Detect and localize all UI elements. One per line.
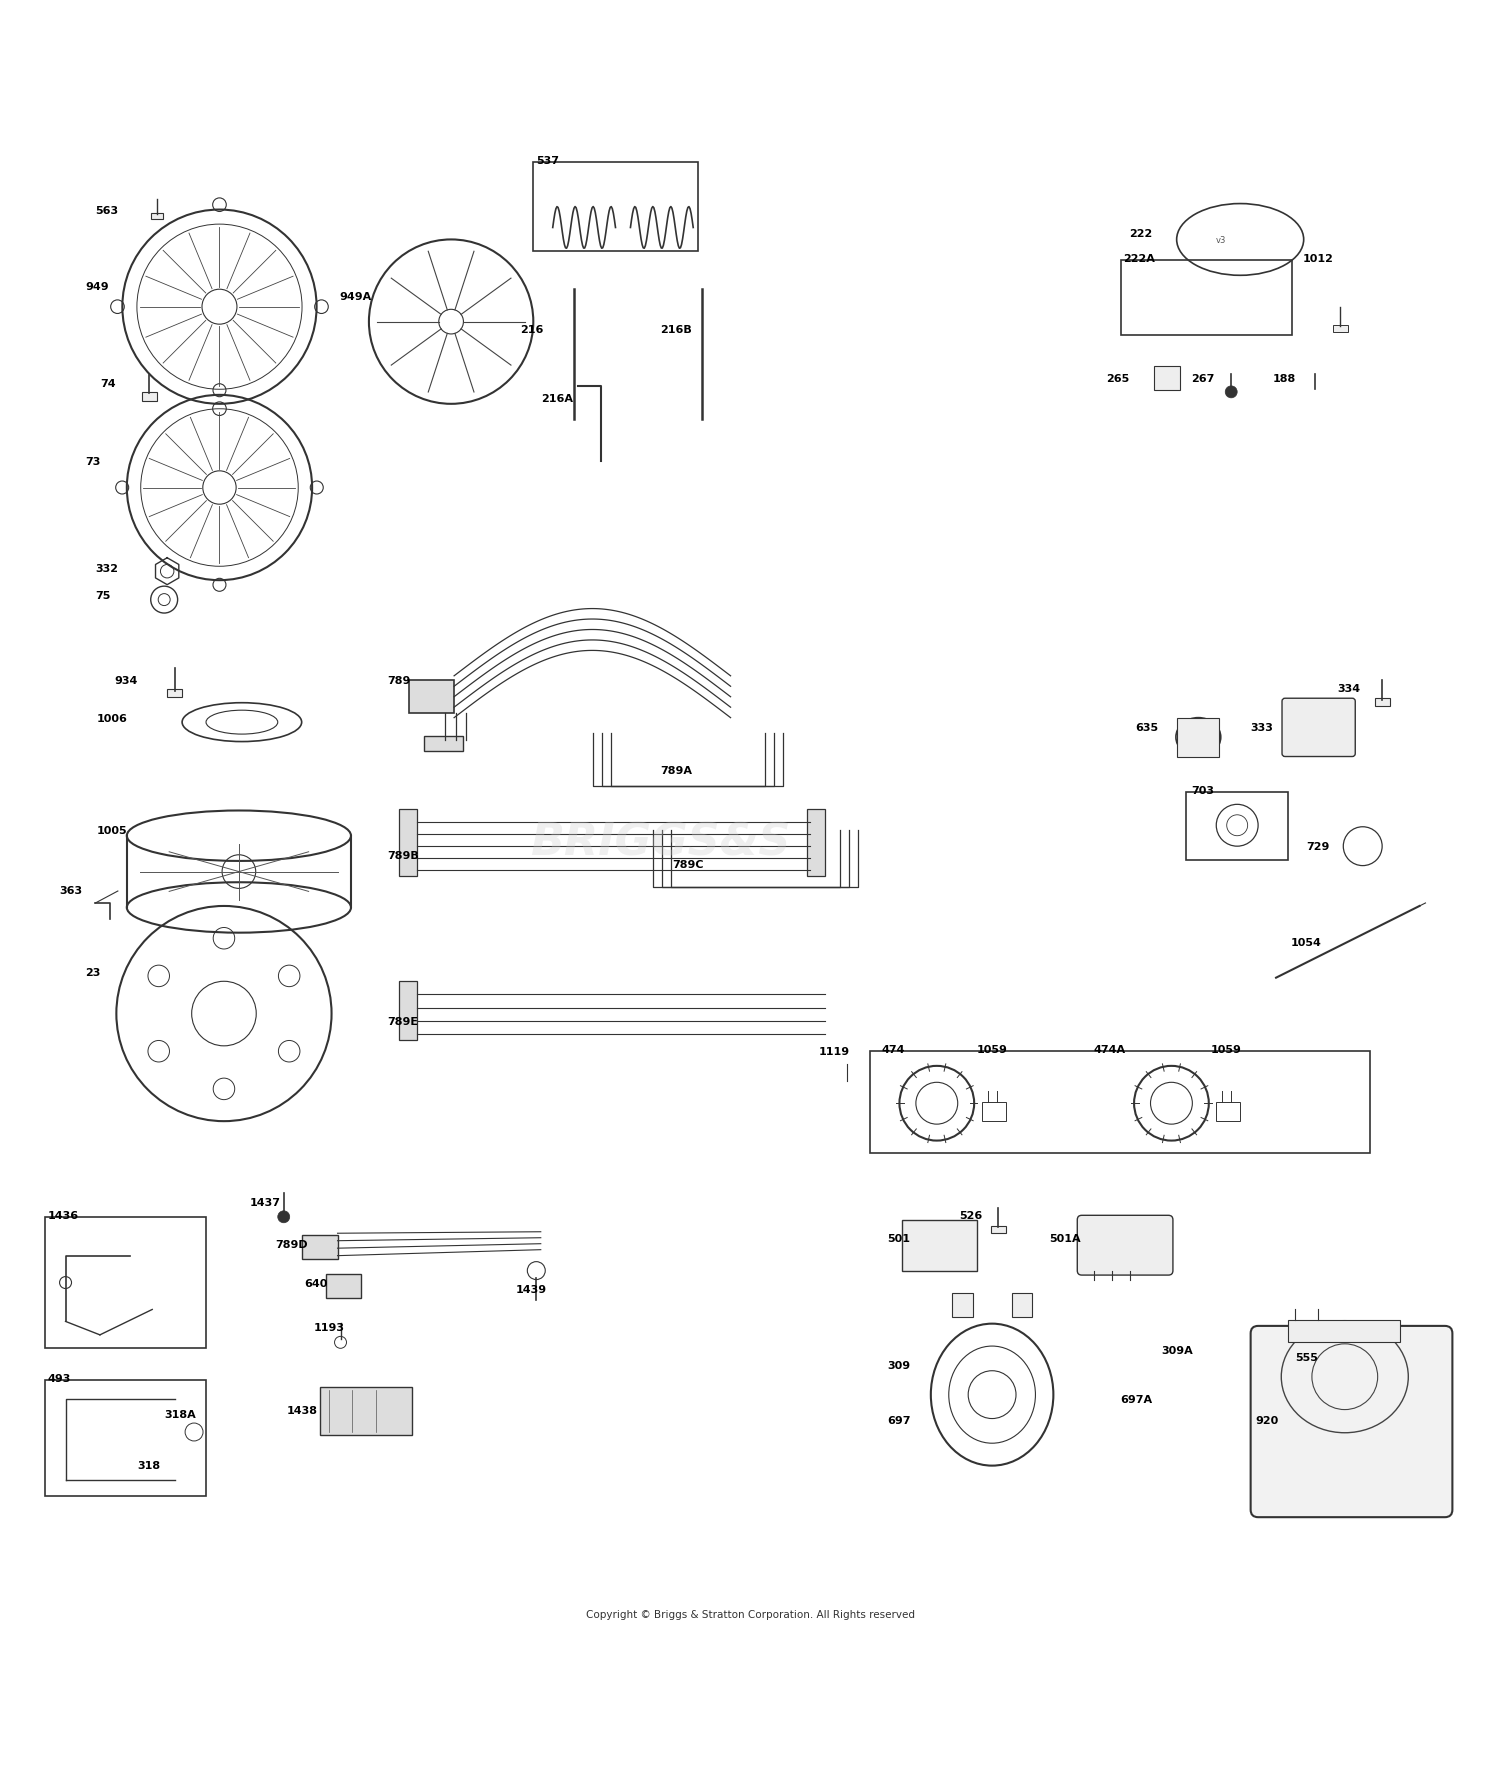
Text: 1438: 1438 (286, 1404, 318, 1415)
Text: 1005: 1005 (98, 825, 128, 835)
Text: 188: 188 (1274, 374, 1296, 385)
Text: 309: 309 (888, 1360, 910, 1370)
FancyBboxPatch shape (302, 1234, 338, 1259)
Text: 267: 267 (1191, 374, 1214, 385)
FancyBboxPatch shape (1251, 1326, 1452, 1517)
Text: 23: 23 (86, 968, 100, 977)
Text: 75: 75 (96, 590, 111, 601)
FancyBboxPatch shape (807, 809, 825, 877)
Text: 222A: 222A (1124, 254, 1155, 265)
Text: 635: 635 (1136, 723, 1158, 732)
Text: 789D: 789D (274, 1240, 308, 1249)
Text: Copyright © Briggs & Stratton Corporation. All Rights reserved: Copyright © Briggs & Stratton Corporatio… (585, 1610, 915, 1619)
Text: 537: 537 (537, 156, 560, 166)
FancyBboxPatch shape (1077, 1217, 1173, 1276)
Text: BRIGGS&S: BRIGGS&S (530, 821, 790, 864)
Text: 1439: 1439 (516, 1285, 546, 1293)
Text: 729: 729 (1306, 841, 1329, 852)
Text: 949: 949 (86, 281, 108, 292)
Text: 1006: 1006 (98, 714, 128, 723)
FancyBboxPatch shape (410, 682, 454, 714)
Text: 1012: 1012 (1304, 254, 1334, 265)
FancyBboxPatch shape (1011, 1293, 1032, 1317)
Text: 789C: 789C (672, 861, 704, 869)
Text: 789B: 789B (387, 850, 418, 861)
Text: 216B: 216B (660, 326, 692, 335)
Text: 697: 697 (888, 1415, 910, 1426)
Text: 640: 640 (304, 1277, 328, 1288)
FancyBboxPatch shape (150, 213, 162, 220)
FancyBboxPatch shape (903, 1220, 977, 1270)
Text: 74: 74 (100, 379, 116, 388)
FancyBboxPatch shape (1178, 717, 1219, 757)
Text: 934: 934 (116, 676, 138, 685)
Text: 318: 318 (138, 1460, 160, 1471)
Circle shape (1226, 386, 1238, 399)
Text: 474: 474 (882, 1045, 904, 1054)
FancyBboxPatch shape (424, 737, 464, 751)
FancyBboxPatch shape (990, 1225, 1005, 1234)
Text: 216: 216 (520, 326, 543, 335)
FancyBboxPatch shape (1282, 699, 1356, 757)
Text: 73: 73 (86, 456, 100, 467)
Text: 1059: 1059 (976, 1045, 1008, 1054)
FancyBboxPatch shape (1374, 699, 1389, 707)
Text: 501A: 501A (1048, 1233, 1080, 1243)
Text: 332: 332 (96, 564, 118, 574)
Text: 334: 334 (1338, 683, 1360, 694)
Text: 493: 493 (48, 1372, 70, 1383)
FancyBboxPatch shape (951, 1293, 972, 1317)
Text: 1119: 1119 (819, 1047, 850, 1056)
Text: 333: 333 (1251, 723, 1274, 732)
Text: 949A: 949A (339, 292, 372, 302)
Text: 563: 563 (96, 206, 118, 215)
Text: 920: 920 (1256, 1415, 1278, 1426)
Text: 216A: 216A (542, 394, 573, 404)
Text: 309A: 309A (1161, 1345, 1192, 1354)
Text: 265: 265 (1106, 374, 1130, 385)
FancyBboxPatch shape (320, 1388, 413, 1435)
FancyBboxPatch shape (1288, 1320, 1400, 1342)
Text: 1437: 1437 (249, 1197, 280, 1208)
Text: 1054: 1054 (1292, 937, 1322, 948)
Text: 222: 222 (1130, 229, 1154, 240)
Text: 1059: 1059 (1210, 1045, 1240, 1054)
FancyBboxPatch shape (1154, 367, 1180, 392)
FancyBboxPatch shape (166, 691, 182, 698)
Text: v3: v3 (1215, 236, 1225, 245)
Text: 318A: 318A (164, 1410, 196, 1419)
Text: 1436: 1436 (48, 1209, 78, 1220)
Text: 697A: 697A (1120, 1394, 1152, 1404)
Text: 363: 363 (60, 886, 82, 894)
Text: 501: 501 (888, 1233, 910, 1243)
Text: 474A: 474A (1094, 1045, 1126, 1054)
FancyBboxPatch shape (142, 392, 156, 401)
Text: 555: 555 (1296, 1352, 1318, 1363)
Text: 789: 789 (387, 676, 410, 685)
Text: 1193: 1193 (314, 1322, 345, 1333)
FancyBboxPatch shape (399, 809, 417, 877)
FancyBboxPatch shape (399, 980, 417, 1041)
Text: 703: 703 (1191, 785, 1214, 796)
Text: 789A: 789A (660, 766, 693, 775)
FancyBboxPatch shape (326, 1274, 362, 1297)
Text: 526: 526 (958, 1211, 982, 1220)
FancyBboxPatch shape (1334, 326, 1348, 333)
Circle shape (278, 1211, 290, 1224)
Text: 789E: 789E (387, 1016, 418, 1027)
